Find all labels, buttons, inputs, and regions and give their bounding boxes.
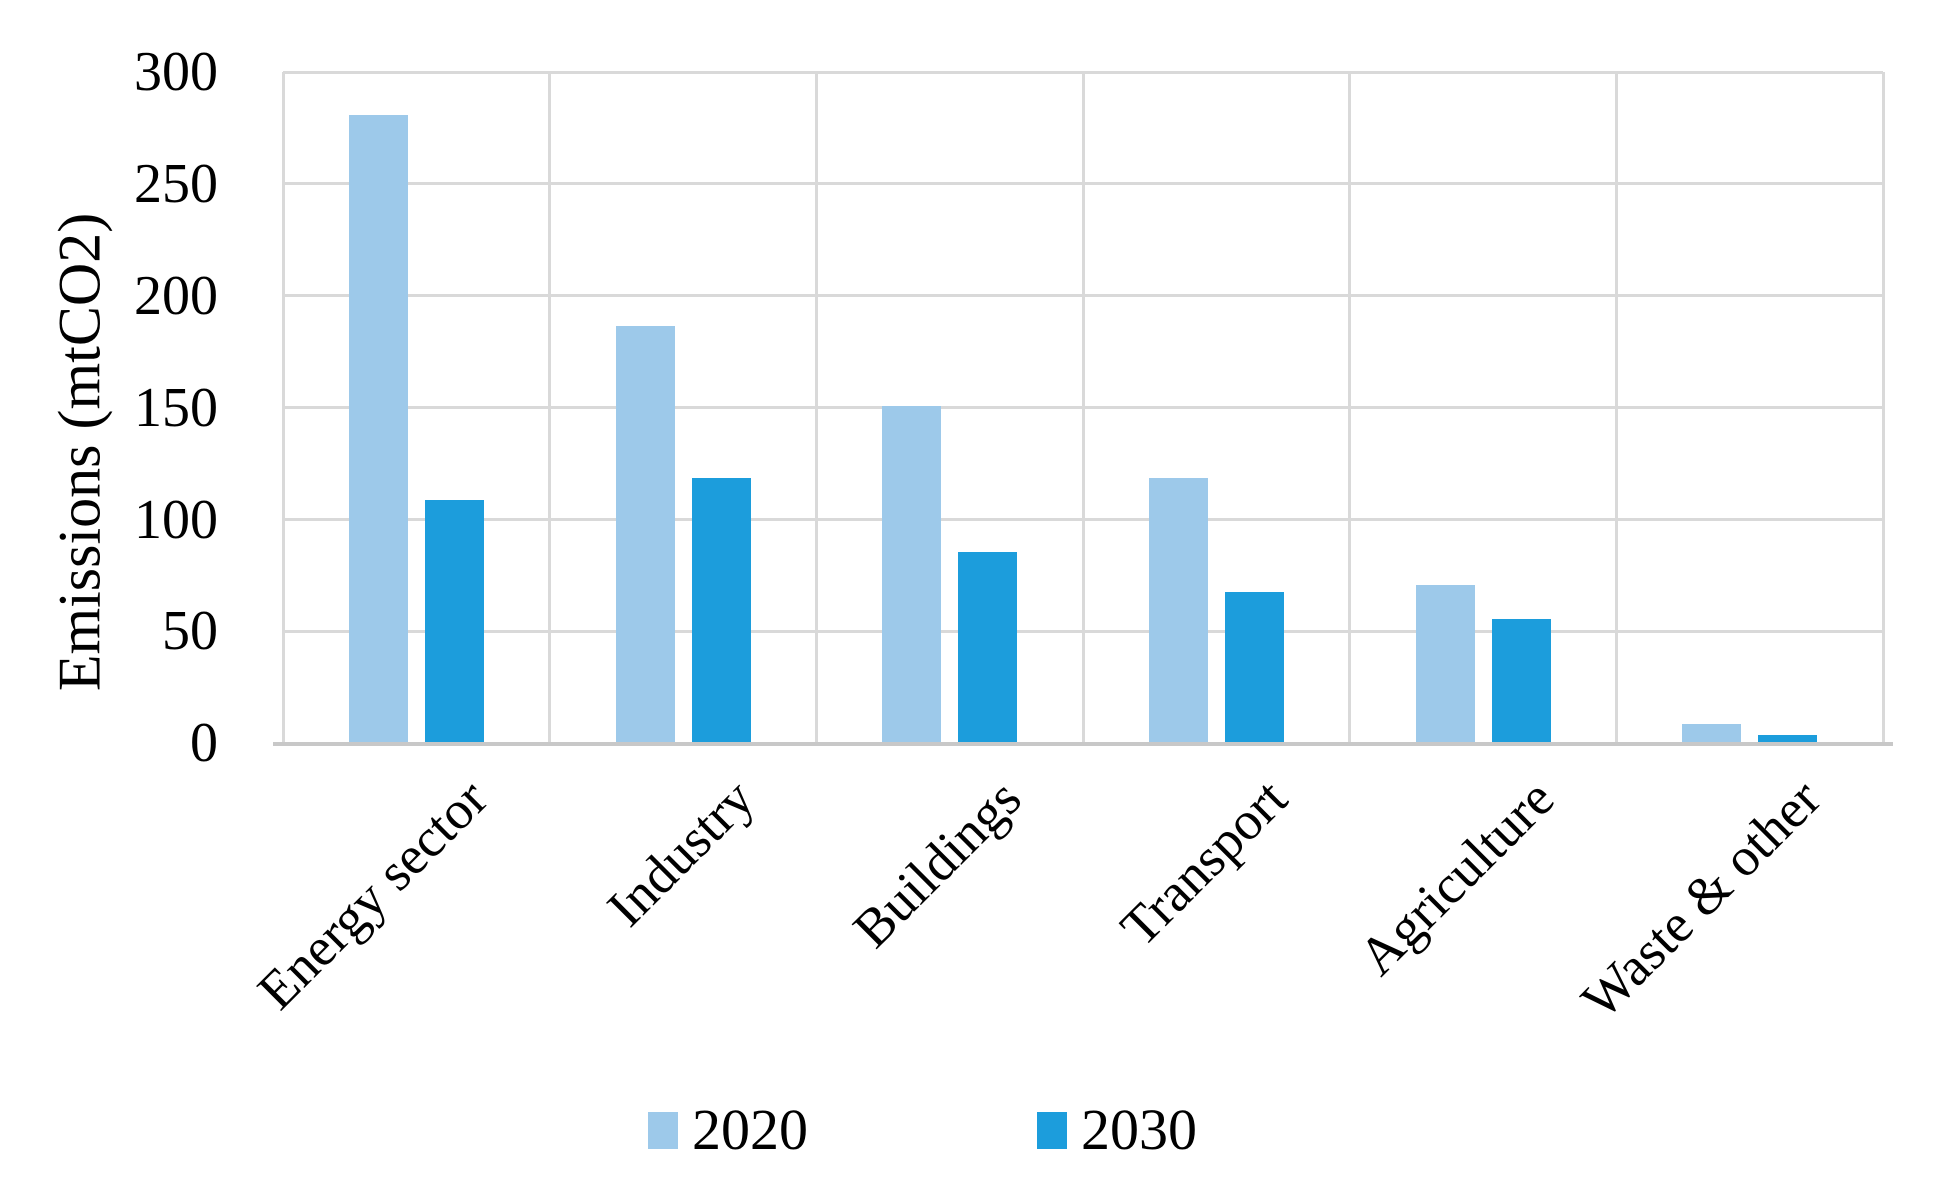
legend-label-2030: 2030 — [1081, 1097, 1197, 1162]
bar-2020-agriculture — [1415, 585, 1475, 742]
y-tick-label-300: 300 — [134, 41, 218, 103]
bar-2020-transport — [1148, 477, 1208, 742]
gridline-x-5 — [1614, 72, 1618, 742]
bar-2030-agriculture — [1491, 618, 1551, 742]
bar-2030-industry — [691, 477, 751, 742]
gridline-x-1 — [548, 72, 552, 742]
legend-label-2020: 2020 — [692, 1097, 808, 1162]
category-label-agriculture: Agriculture — [1346, 768, 1566, 987]
legend-swatch-2020 — [648, 1111, 678, 1149]
y-tick-label-200: 200 — [134, 264, 218, 327]
y-tick-label-100: 100 — [134, 488, 218, 551]
legend-item-2020: 2020 — [648, 1098, 808, 1162]
bar-2020-energy-sector — [348, 115, 408, 742]
category-label-transport: Transport — [1109, 768, 1299, 958]
category-label-waste-other: Waste & other — [1570, 768, 1833, 1031]
bar-2030-waste-other — [1758, 735, 1818, 742]
x-axis-line — [273, 741, 1893, 746]
category-label-buildings: Buildings — [841, 768, 1033, 959]
category-label-industry: Industry — [595, 768, 766, 938]
category-label-energy-sector: Energy sector — [246, 768, 499, 1021]
gridline-x-3 — [1081, 72, 1085, 742]
y-tick-label-0: 0 — [190, 712, 218, 775]
legend-item-2030: 2030 — [1037, 1098, 1197, 1162]
bar-2030-energy-sector — [424, 500, 484, 742]
gridline-x-6 — [1881, 72, 1885, 742]
bar-2030-transport — [1224, 591, 1284, 742]
y-tick-label-150: 150 — [134, 376, 218, 439]
y-tick-label-250: 250 — [134, 152, 218, 215]
gridline-x-2 — [814, 72, 818, 742]
bar-2030-buildings — [958, 551, 1018, 742]
bar-2020-industry — [615, 325, 675, 742]
y-tick-label-50: 50 — [162, 600, 218, 663]
bar-2020-waste-other — [1682, 723, 1742, 742]
legend-swatch-2030 — [1037, 1111, 1067, 1149]
gridline-x-0 — [281, 72, 285, 742]
bar-2020-buildings — [882, 406, 942, 742]
gridline-x-4 — [1348, 72, 1352, 742]
